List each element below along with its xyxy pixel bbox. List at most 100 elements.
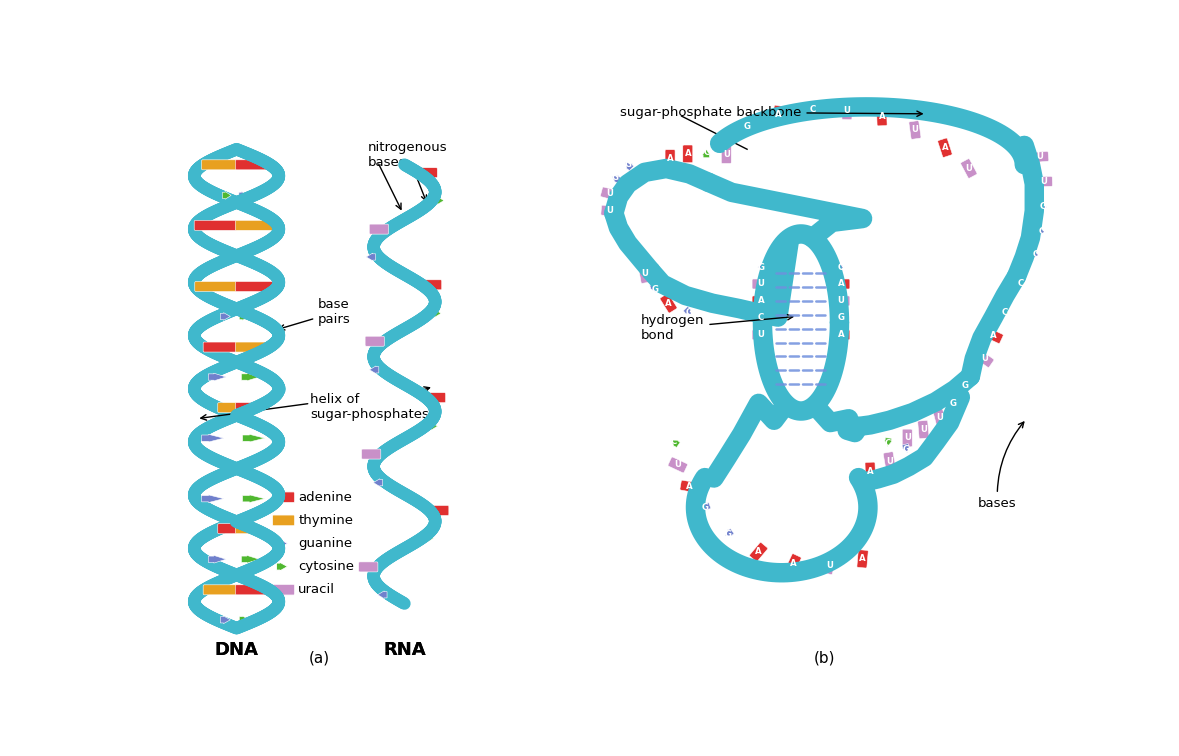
Text: G: G	[624, 160, 631, 169]
Text: A: A	[859, 554, 865, 563]
FancyArrow shape	[239, 616, 249, 624]
Text: U: U	[887, 457, 893, 466]
Text: G: G	[724, 530, 731, 539]
FancyArrow shape	[277, 539, 288, 547]
FancyBboxPatch shape	[832, 296, 850, 306]
Text: DNA: DNA	[215, 641, 258, 658]
Text: guanine: guanine	[298, 537, 353, 550]
Text: U: U	[920, 425, 927, 434]
Text: RNA: RNA	[383, 641, 426, 658]
Text: U: U	[837, 296, 844, 305]
FancyArrow shape	[202, 434, 224, 442]
Text: G: G	[651, 285, 658, 294]
FancyArrow shape	[202, 495, 224, 503]
FancyBboxPatch shape	[668, 457, 687, 473]
FancyBboxPatch shape	[362, 449, 381, 459]
Text: A: A	[878, 113, 885, 122]
Text: cytosine: cytosine	[298, 560, 354, 573]
FancyArrow shape	[671, 440, 680, 448]
FancyBboxPatch shape	[832, 279, 850, 289]
FancyBboxPatch shape	[680, 480, 699, 493]
Text: U: U	[757, 330, 764, 339]
FancyArrow shape	[703, 149, 710, 158]
FancyBboxPatch shape	[1030, 151, 1049, 163]
FancyArrow shape	[758, 263, 766, 271]
FancyArrow shape	[758, 314, 766, 322]
Text: G: G	[950, 399, 957, 407]
FancyBboxPatch shape	[902, 429, 913, 447]
FancyArrow shape	[367, 253, 376, 261]
Text: helix of
sugar-phosphates: helix of sugar-phosphates	[310, 387, 429, 421]
Text: U: U	[981, 354, 988, 363]
Text: U: U	[674, 460, 681, 469]
Text: U: U	[641, 269, 648, 278]
FancyBboxPatch shape	[883, 451, 896, 470]
FancyArrow shape	[377, 591, 387, 599]
FancyBboxPatch shape	[750, 542, 768, 562]
FancyBboxPatch shape	[202, 160, 237, 170]
FancyBboxPatch shape	[832, 330, 850, 339]
Text: U: U	[936, 413, 943, 422]
FancyBboxPatch shape	[272, 515, 295, 525]
Text: C: C	[810, 104, 816, 113]
Text: A: A	[758, 296, 764, 305]
FancyBboxPatch shape	[203, 585, 237, 595]
Text: G: G	[686, 308, 693, 317]
Text: G: G	[757, 262, 764, 271]
Text: A: A	[942, 143, 948, 152]
FancyBboxPatch shape	[722, 146, 731, 163]
FancyBboxPatch shape	[427, 392, 446, 403]
FancyBboxPatch shape	[236, 585, 269, 595]
FancyArrow shape	[369, 366, 378, 373]
FancyBboxPatch shape	[236, 403, 255, 413]
FancyBboxPatch shape	[236, 220, 278, 231]
FancyArrow shape	[902, 444, 909, 453]
Text: U: U	[826, 560, 832, 569]
FancyArrow shape	[220, 313, 230, 321]
FancyBboxPatch shape	[857, 550, 868, 568]
FancyBboxPatch shape	[771, 105, 784, 124]
FancyBboxPatch shape	[600, 187, 620, 201]
FancyBboxPatch shape	[272, 584, 295, 595]
Text: U: U	[966, 164, 973, 173]
FancyBboxPatch shape	[842, 102, 852, 119]
Text: A: A	[775, 110, 782, 119]
Text: G: G	[702, 503, 709, 512]
FancyBboxPatch shape	[917, 420, 929, 438]
FancyBboxPatch shape	[429, 506, 449, 516]
FancyArrow shape	[242, 373, 259, 381]
Text: A: A	[686, 482, 692, 491]
FancyArrow shape	[220, 616, 230, 624]
FancyBboxPatch shape	[365, 336, 384, 346]
FancyArrow shape	[223, 191, 231, 200]
Text: U: U	[606, 190, 613, 198]
Text: C: C	[1002, 308, 1008, 317]
FancyArrow shape	[626, 163, 634, 171]
Text: G: G	[1033, 250, 1040, 259]
FancyBboxPatch shape	[975, 350, 994, 367]
Text: thymine: thymine	[298, 514, 354, 527]
FancyBboxPatch shape	[752, 330, 770, 339]
Text: A: A	[838, 280, 844, 289]
FancyArrow shape	[999, 308, 1008, 315]
FancyBboxPatch shape	[236, 342, 269, 352]
FancyBboxPatch shape	[218, 403, 237, 413]
Text: (a): (a)	[309, 650, 330, 665]
Text: hydrogen
bond: hydrogen bond	[641, 314, 792, 342]
Text: G: G	[1039, 227, 1046, 236]
Text: A: A	[838, 330, 844, 339]
FancyBboxPatch shape	[369, 224, 389, 234]
FancyArrow shape	[432, 309, 441, 318]
FancyBboxPatch shape	[909, 121, 921, 139]
Text: adenine: adenine	[298, 491, 353, 503]
Text: G: G	[744, 122, 751, 131]
Text: A: A	[665, 299, 672, 308]
FancyBboxPatch shape	[823, 556, 836, 575]
FancyBboxPatch shape	[660, 293, 677, 313]
Text: G: G	[837, 262, 844, 271]
FancyArrow shape	[684, 306, 692, 314]
Text: U: U	[911, 125, 918, 135]
FancyArrow shape	[1030, 250, 1039, 258]
Text: C: C	[885, 439, 891, 448]
Text: sugar-phosphate backbone: sugar-phosphate backbone	[620, 106, 922, 119]
